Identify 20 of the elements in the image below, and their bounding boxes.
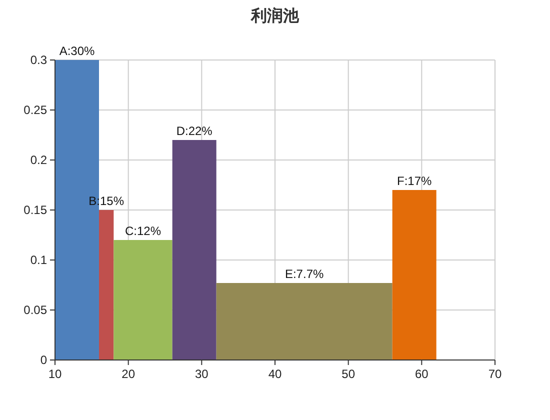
y-tick-label: 0.05 [24,303,48,317]
x-tick-label: 50 [342,367,356,381]
y-tick-label: 0 [40,353,48,367]
chart-title: 利润池 [250,7,300,25]
data-label: D:22% [176,124,213,138]
y-tick-label: 0.2 [30,153,48,167]
x-tick-label: 10 [48,367,62,381]
data-label: C:12% [124,224,162,238]
x-tick-label: 60 [414,367,429,381]
y-tick-label: 0.3 [30,53,48,67]
data-label: E:7.7% [284,267,324,281]
data-label: F:17% [396,174,432,188]
y-tick-label: 0.15 [24,203,48,217]
x-tick-label: 30 [194,367,209,381]
x-tick-label: 70 [488,367,502,381]
y-tick-label: 0.25 [24,103,48,117]
x-tick-label: 40 [268,367,282,381]
x-tick-label: 20 [122,367,136,381]
y-tick-label: 0.1 [30,253,48,267]
data-label: A:30% [59,44,96,58]
